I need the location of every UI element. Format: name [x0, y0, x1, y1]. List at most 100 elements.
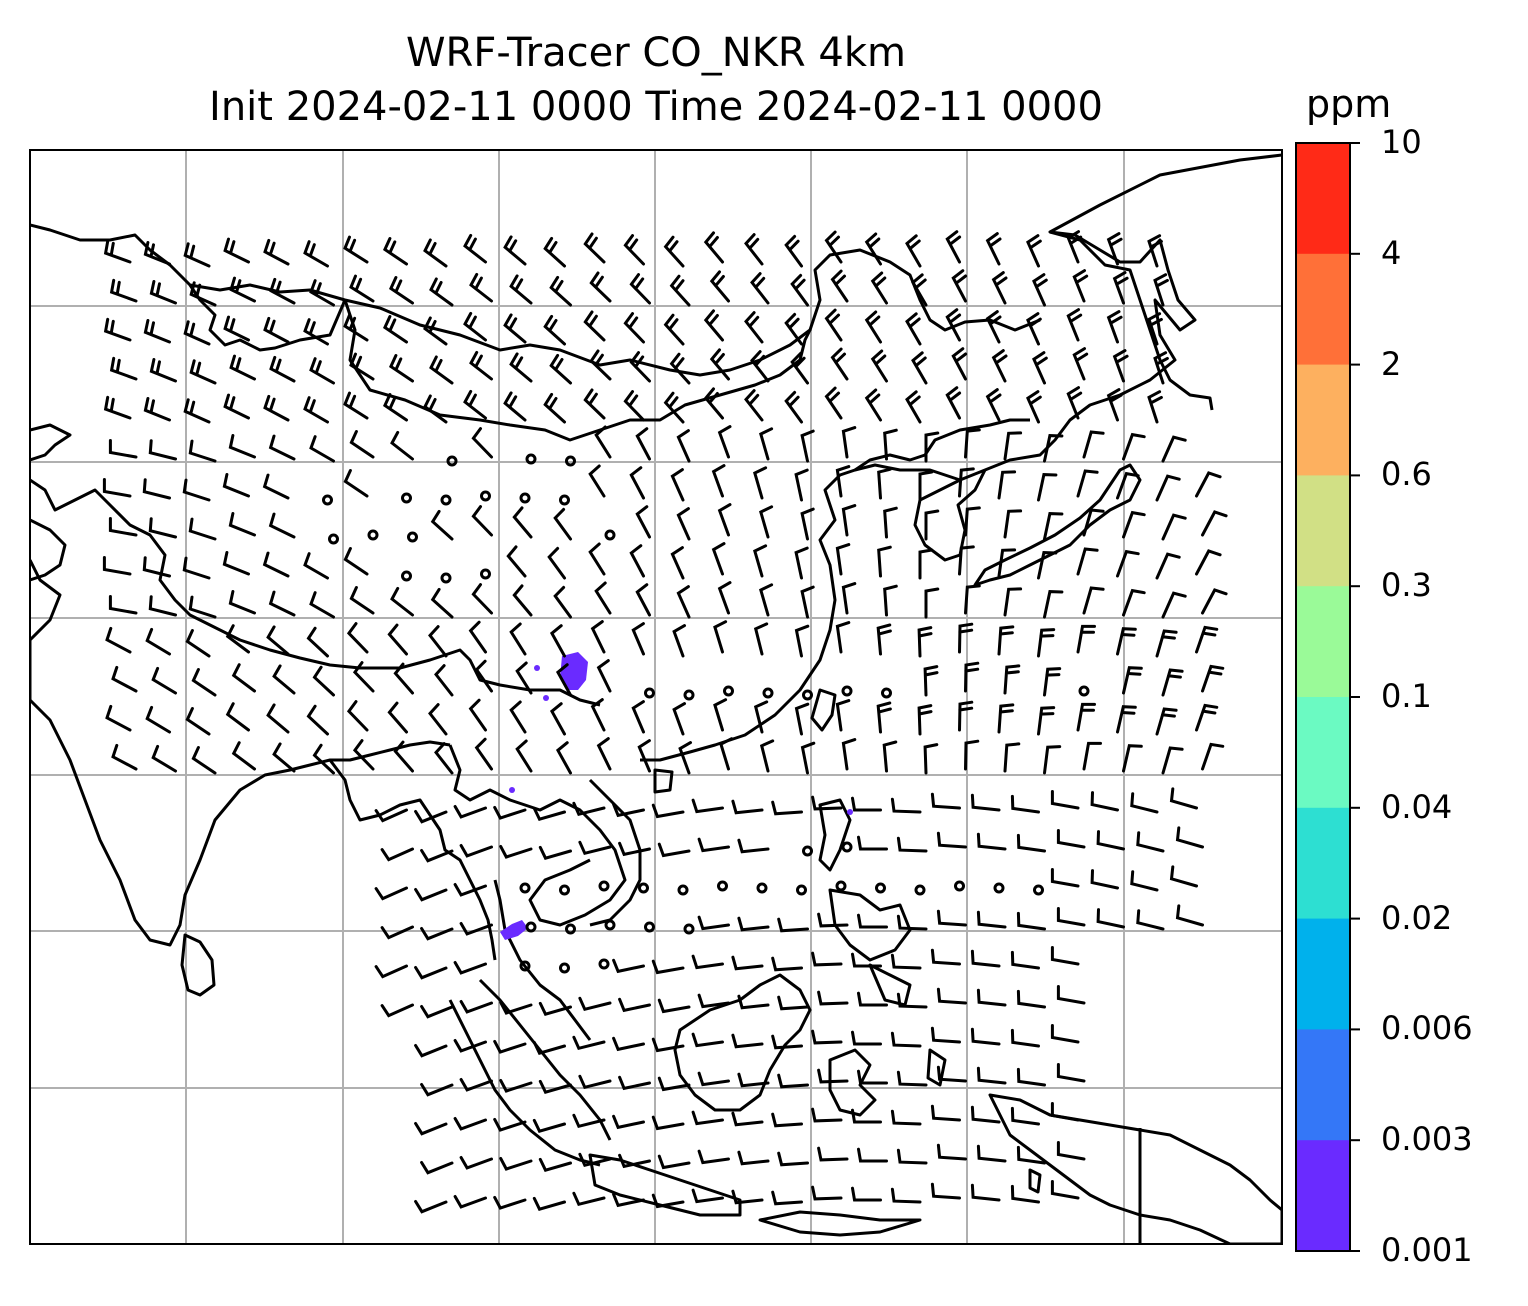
wind-barb [590, 698, 606, 732]
wind-barb [1037, 473, 1058, 502]
calm-circle [565, 455, 576, 467]
wind-barb [553, 507, 572, 541]
island [653, 768, 674, 794]
wind-barb [612, 958, 645, 974]
wind-barb [509, 274, 533, 305]
wind-barb [463, 311, 487, 342]
wind-barb [911, 351, 928, 385]
wind-barb [612, 1192, 645, 1208]
wind-barb [612, 1114, 645, 1130]
wind-barb [669, 274, 691, 307]
wind-barb [737, 994, 770, 1010]
wind-barb [380, 1003, 414, 1018]
wind-barb [1016, 989, 1046, 1009]
coastline [448, 999, 601, 1167]
wind-barb [663, 391, 685, 424]
wind-barb [857, 991, 888, 1007]
wind-barb [924, 509, 940, 541]
wind-barb [877, 545, 892, 578]
wind-barb [676, 585, 691, 619]
wind-barb [471, 583, 493, 615]
wind-barb [976, 832, 1007, 851]
wind-barb [151, 666, 177, 695]
wind-barb [759, 583, 774, 617]
wind-barb [691, 1110, 724, 1126]
wind-barb [890, 797, 922, 814]
wind-barb [1026, 390, 1042, 424]
colorbar-tick-label: 0.003 [1381, 1120, 1473, 1159]
wind-barb [631, 700, 645, 734]
wind-barb [731, 799, 764, 815]
wind-barb [651, 1115, 685, 1131]
wind-barb [383, 393, 408, 422]
calm-circle [480, 490, 491, 502]
wind-barb [1155, 552, 1181, 580]
calm-circle [802, 689, 813, 701]
wind-barb [183, 398, 211, 424]
wind-barb [105, 704, 132, 732]
wind-barb [1082, 586, 1105, 615]
wind-barb [985, 232, 1002, 266]
wind-barb [691, 954, 724, 970]
wind-barb [420, 1161, 454, 1175]
wind-barb [876, 701, 892, 734]
wind-barb [1161, 746, 1184, 775]
wind-barb [864, 232, 882, 266]
wind-barb [352, 661, 375, 693]
wind-barb [349, 274, 375, 303]
wind-barb [343, 547, 369, 576]
wind-barb [697, 1071, 730, 1087]
wind-barb [143, 241, 171, 266]
wind-barb [555, 741, 572, 775]
calm-circle [328, 533, 339, 545]
wind-barb [744, 233, 764, 266]
wind-barb [471, 505, 493, 537]
wind-barb [389, 276, 414, 305]
wind-barb [777, 1151, 809, 1167]
wind-barb [672, 702, 686, 736]
wind-barb [800, 429, 815, 463]
wind-barb [877, 467, 892, 500]
wind-barb [346, 700, 369, 732]
wind-barb [1155, 474, 1181, 502]
wind-barb [970, 1183, 1001, 1202]
wind-barb [309, 357, 335, 385]
wind-barb [229, 276, 256, 303]
coastline [973, 463, 1142, 587]
wind-barb [499, 1078, 533, 1093]
wind-barb [1003, 587, 1023, 617]
wind-barb [731, 1033, 764, 1049]
wind-barb [578, 1074, 612, 1090]
map-frame [29, 149, 1283, 1245]
wind-barb [651, 1037, 685, 1053]
wind-barb [618, 1153, 651, 1169]
wind-barb [851, 1030, 882, 1046]
wind-barb [549, 353, 572, 385]
wind-barb [111, 743, 138, 771]
wind-barb [930, 1026, 961, 1044]
wind-barb [434, 742, 454, 775]
wind-barb [182, 478, 211, 502]
wind-barb [429, 277, 454, 307]
wind-barb [263, 316, 290, 344]
wind-barb [817, 990, 849, 1006]
wind-barb [945, 386, 962, 420]
wind-barb [453, 883, 487, 897]
wind-barb [1201, 510, 1228, 537]
wind-barb [549, 275, 572, 307]
wind-barb [618, 841, 651, 857]
wind-barb [985, 388, 1002, 422]
calm-circle [835, 880, 847, 892]
wind-barb [512, 506, 533, 539]
wind-barb [703, 387, 724, 420]
wind-barb [691, 1032, 724, 1048]
wind-barb [824, 230, 843, 264]
wind-barb [750, 272, 770, 305]
wind-barb [1043, 512, 1064, 541]
wind-barb [509, 622, 527, 656]
wind-barb [223, 393, 250, 420]
island [588, 1153, 742, 1217]
wind-barb [629, 544, 645, 578]
wind-barb [583, 232, 606, 264]
